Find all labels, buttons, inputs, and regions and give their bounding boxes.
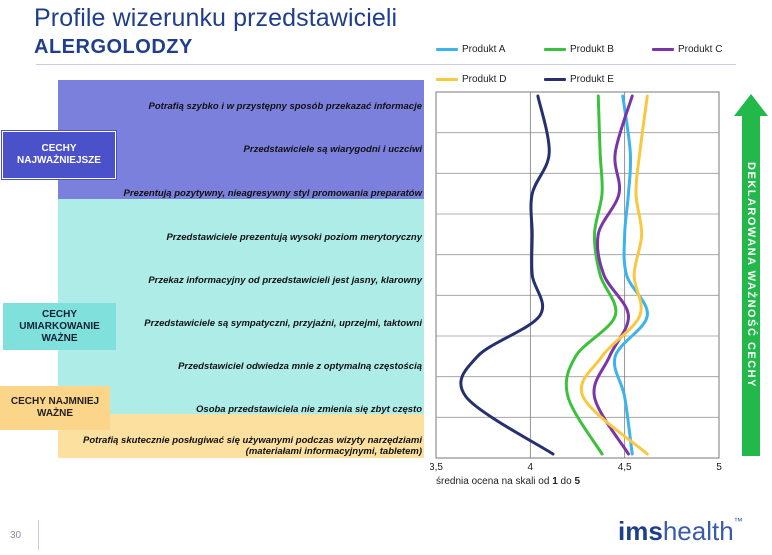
importance-arrow-label: DEKLAROWANA WAŻNOŚĆ CECHY bbox=[745, 162, 757, 388]
page-title: Profile wizerunku przedstawicieli bbox=[34, 4, 398, 32]
legend-swatch bbox=[436, 78, 458, 81]
category-label: Przedstawiciele są wiarygodni i uczciwi bbox=[243, 144, 422, 155]
category-label: Prezentują pozytywny, nieagresywny styl … bbox=[123, 188, 422, 199]
category-label: Przedstawiciel odwiedza mnie z optymalną… bbox=[178, 361, 422, 372]
series-line-produkt-c bbox=[592, 94, 634, 456]
series-line-produkt-e bbox=[459, 94, 555, 456]
category-label: Przedstawiciele prezentują wysoki poziom… bbox=[166, 232, 422, 243]
legend-label: Produkt B bbox=[570, 44, 614, 55]
ims-health-logo: imshealth™ bbox=[618, 516, 743, 546]
legend-item: Produkt C bbox=[652, 44, 722, 55]
legend-swatch bbox=[652, 48, 674, 51]
plot-frame bbox=[435, 91, 720, 459]
category-label: Potrafią szybko i w przystępny sposób pr… bbox=[148, 101, 422, 112]
group-tag-moderately-important: CECHY UMIARKOWANIE WAŻNE bbox=[3, 303, 116, 350]
series-line-produkt-a bbox=[612, 94, 649, 456]
legend-swatch bbox=[436, 48, 458, 51]
x-tick-label: 4 bbox=[528, 462, 534, 472]
page-number: 30 bbox=[10, 530, 22, 541]
legend-label: Produkt E bbox=[570, 74, 614, 85]
x-tick-label: 3,5 bbox=[430, 462, 443, 472]
axis-caption: średnia ocena na skali od 1 do 5 bbox=[436, 476, 580, 487]
category-label: Osoba przedstawiciela nie zmienia się zb… bbox=[196, 404, 422, 415]
band-moderately-important bbox=[58, 199, 424, 414]
title-divider bbox=[36, 64, 736, 65]
group-tag-least-important: CECHY NAJMNIEJ WAŻNE bbox=[0, 386, 110, 430]
footer-divider bbox=[38, 520, 39, 550]
x-tick-label: 4,5 bbox=[618, 462, 632, 472]
legend-swatch bbox=[544, 48, 566, 51]
category-label: Potrafią skutecznie posługiwać się używa… bbox=[83, 435, 422, 457]
legend-item: Produkt D bbox=[436, 74, 506, 85]
series-line-produkt-d bbox=[579, 94, 649, 456]
legend-item: Produkt E bbox=[544, 74, 614, 85]
importance-arrow bbox=[734, 94, 768, 456]
legend-label: Produkt D bbox=[462, 74, 507, 85]
legend-label: Produkt C bbox=[678, 44, 723, 55]
profile-chart: 3,5 4 4,5 5 bbox=[430, 91, 722, 472]
legend-label: Produkt A bbox=[462, 44, 506, 55]
series-line-produkt-b bbox=[564, 94, 618, 456]
chart-legend: Produkt A Produkt B Produkt C Produkt D … bbox=[436, 44, 756, 88]
legend-swatch bbox=[544, 78, 566, 81]
page-subtitle: ALERGOLODZY bbox=[34, 36, 193, 58]
group-tag-most-important: CECHY NAJWAŻNIEJSZE bbox=[1, 130, 117, 180]
band-least-important bbox=[58, 414, 424, 458]
legend-item: Produkt B bbox=[544, 44, 614, 55]
legend-item: Produkt A bbox=[436, 44, 505, 55]
x-tick-label: 5 bbox=[716, 462, 722, 472]
category-label: Przedstawiciele są sympatyczni, przyjaźn… bbox=[144, 318, 422, 329]
band-most-important bbox=[58, 80, 424, 199]
category-label: Przekaz informacyjny od przedstawicieli … bbox=[148, 275, 422, 286]
